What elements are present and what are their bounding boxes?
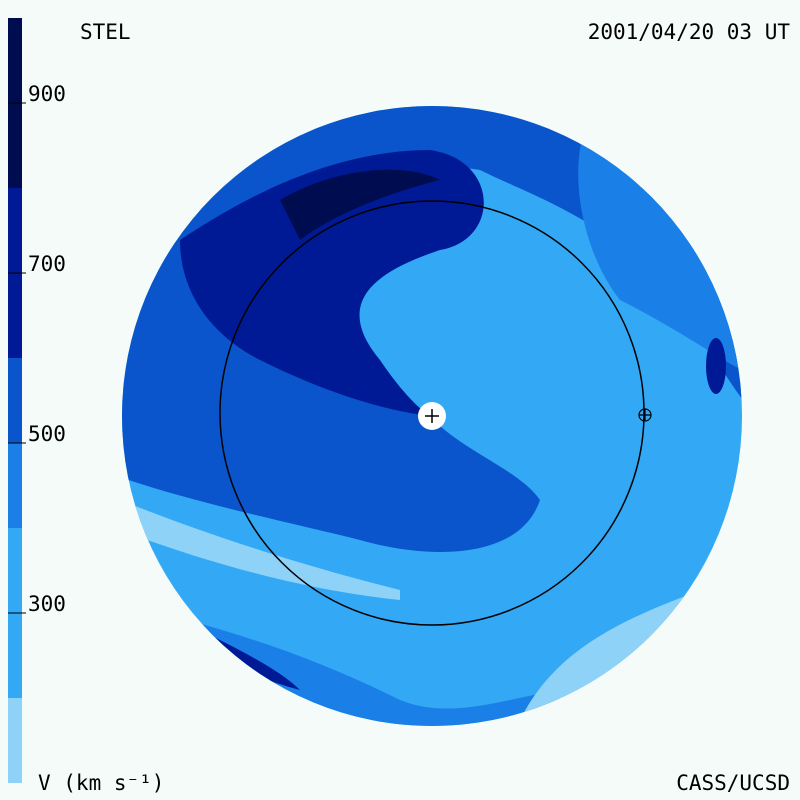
tick-label: 300 [28,592,66,616]
sun-marker [425,409,439,423]
source-label: STEL [80,20,131,44]
color-band [8,698,22,783]
map-region [180,150,484,416]
map-region [706,338,726,394]
map-region [280,169,440,240]
earth-orbit [219,200,645,626]
tick-label: 900 [28,82,66,106]
colorbar: 300 500 700 900 [8,18,66,783]
tick-label: 700 [28,252,66,276]
credit: CASS/UCSD [676,771,790,795]
map-region [200,630,300,690]
color-band [8,443,22,528]
map-region [122,500,400,600]
velocity-map [122,106,742,726]
tick-label: 500 [28,422,66,446]
earth-marker [639,409,651,421]
color-band [8,358,22,443]
unit-label: V (km s⁻¹) [38,771,164,795]
timestamp: 2001/04/20 03 UT [588,20,791,44]
